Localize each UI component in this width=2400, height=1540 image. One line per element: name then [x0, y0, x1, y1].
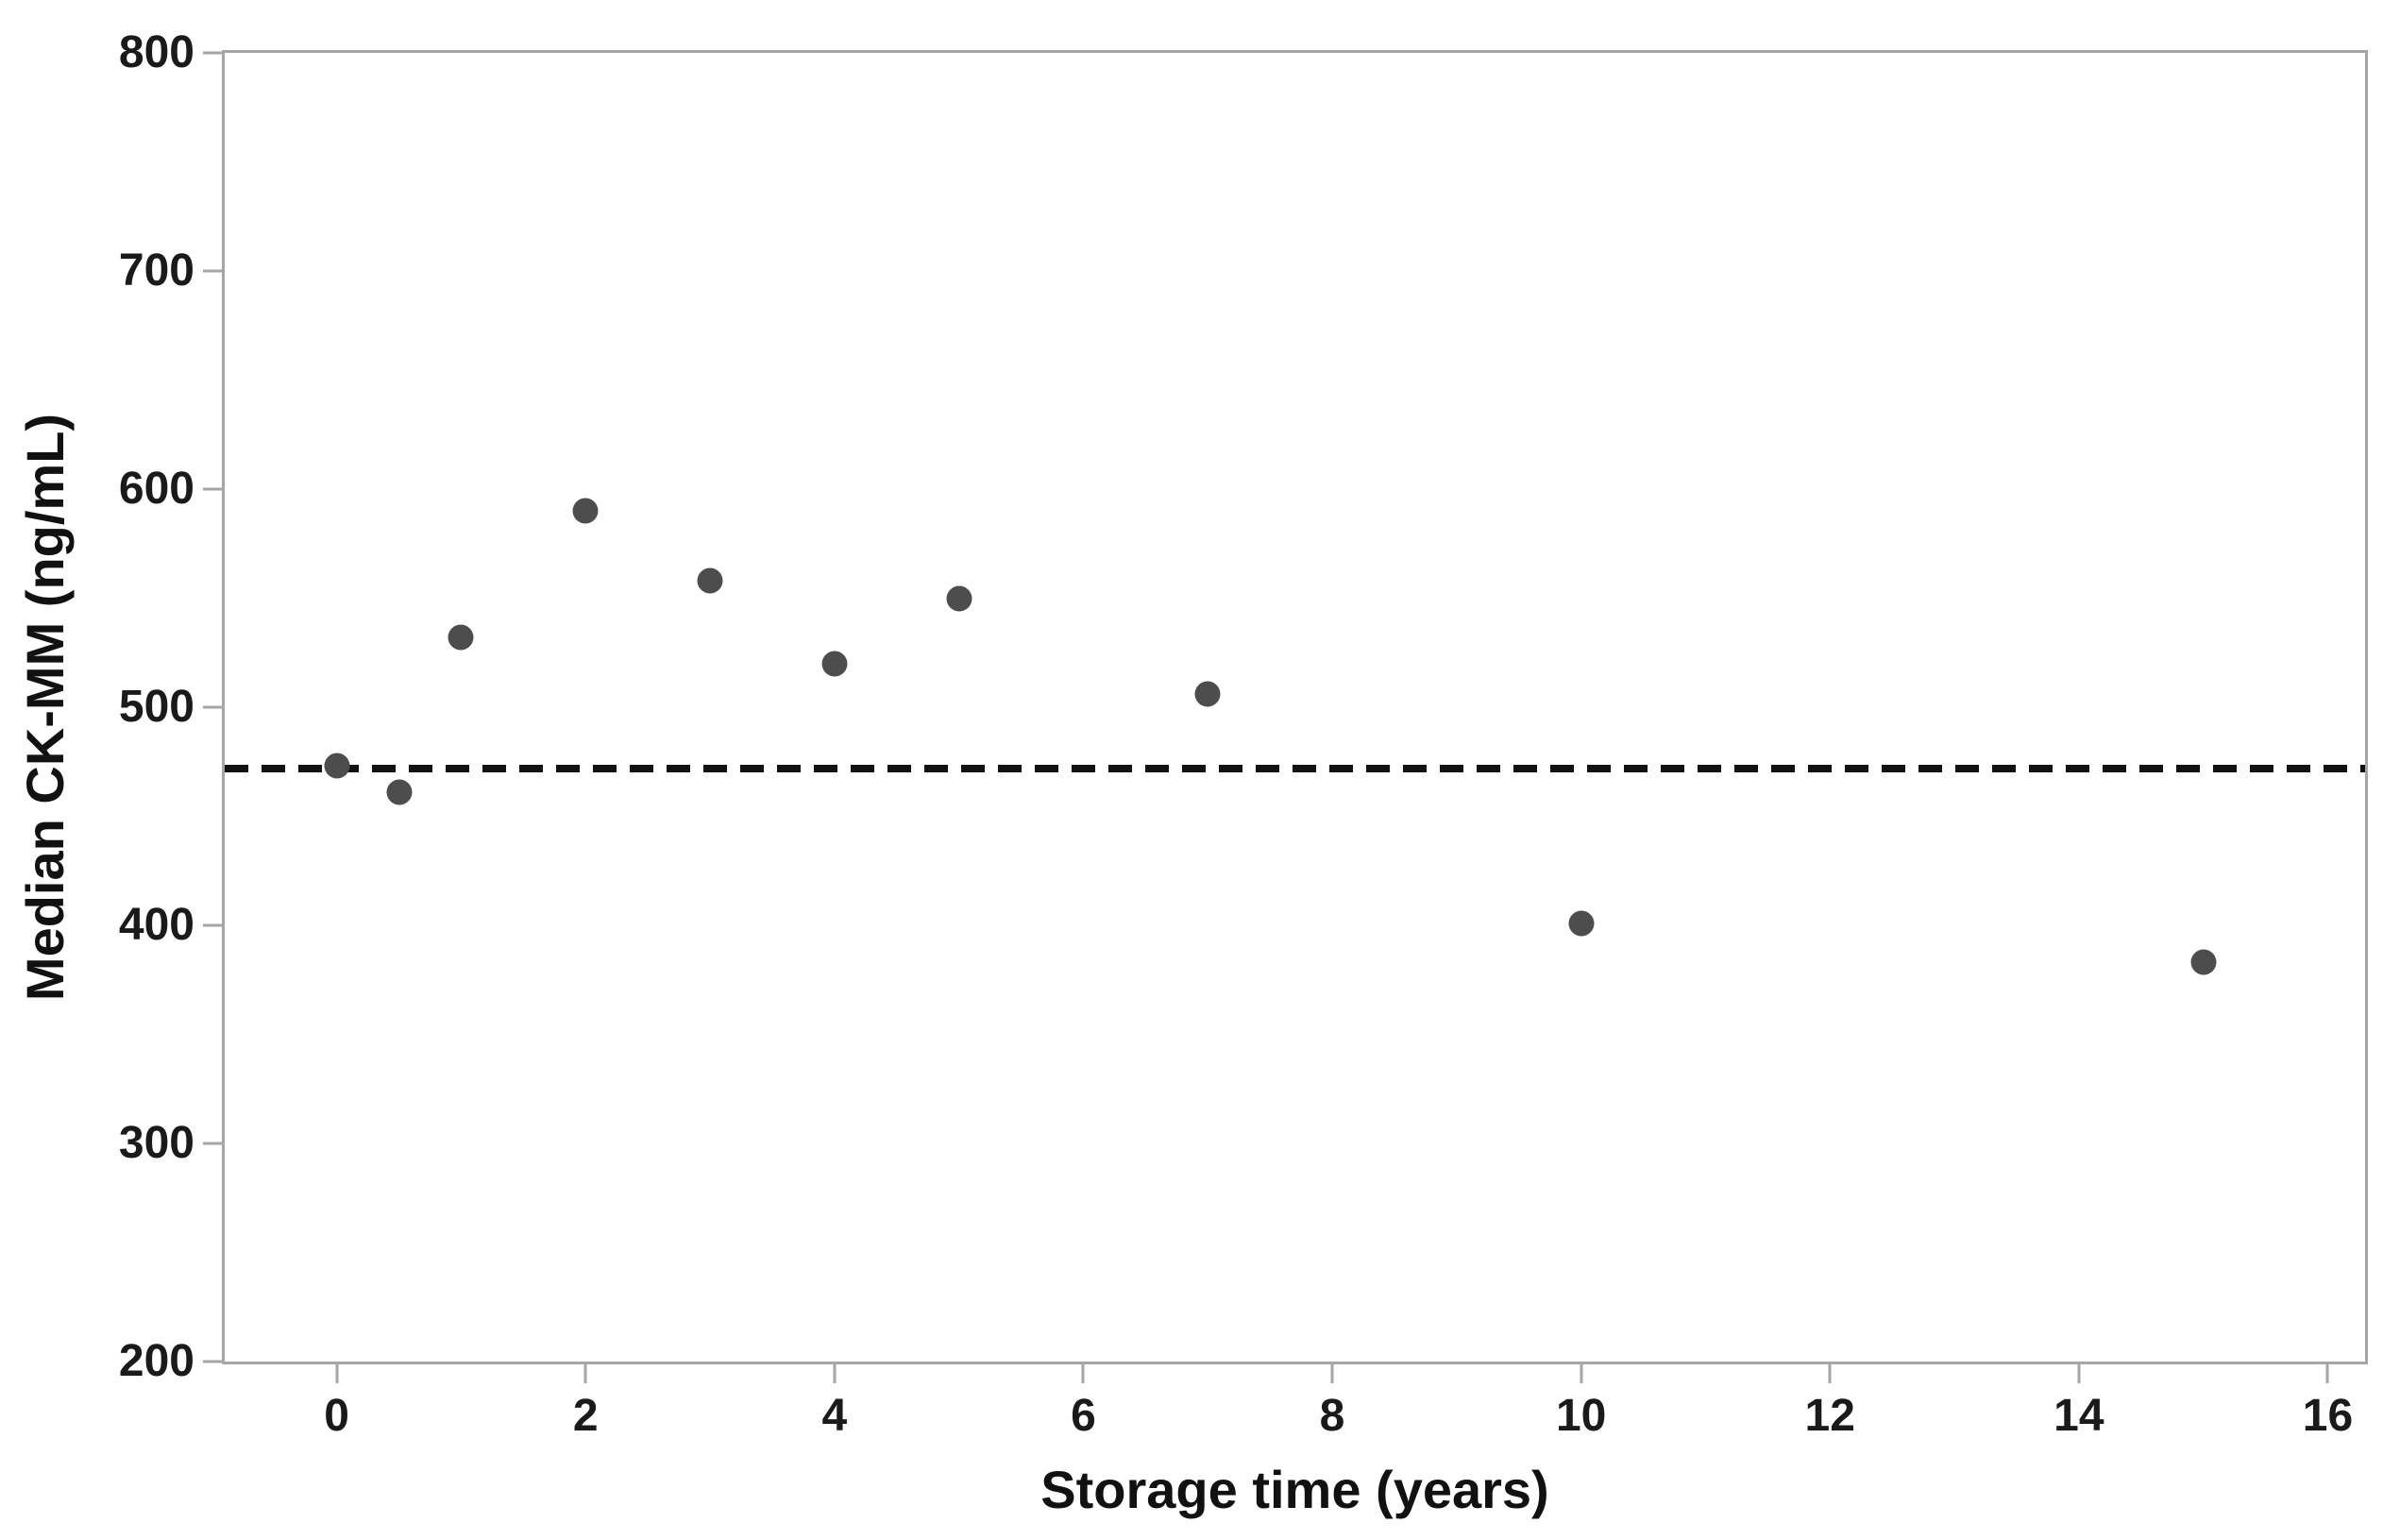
x-tick-mark	[335, 1364, 339, 1383]
x-tick-mark	[1828, 1364, 1832, 1383]
x-tick-label: 0	[324, 1391, 349, 1441]
y-tick-label: 400	[118, 900, 194, 950]
data-point	[821, 651, 848, 677]
y-tick-label: 700	[118, 245, 194, 296]
x-tick-mark	[2077, 1364, 2081, 1383]
data-point	[324, 753, 350, 779]
y-tick-mark	[203, 51, 222, 55]
y-tick-mark	[203, 923, 222, 927]
y-axis-title: Median CK-MM (ng/mL)	[15, 413, 75, 1002]
x-tick-label: 16	[2302, 1391, 2354, 1441]
x-tick-label: 14	[2054, 1391, 2104, 1441]
x-tick-label: 10	[1555, 1391, 1607, 1441]
y-tick-label: 500	[118, 682, 194, 732]
x-tick-mark	[2325, 1364, 2329, 1383]
plot-area: 200 300 400 500 600 700 800 0 2 4 6 8 10 12 14 16	[119, 30, 2368, 1439]
y-tick-mark	[203, 705, 222, 709]
y-tick-label: 600	[118, 464, 194, 514]
x-tick-mark	[833, 1364, 837, 1383]
y-tick-mark	[203, 1142, 222, 1145]
x-tick-label: 6	[1071, 1391, 1096, 1441]
y-tick-mark	[203, 487, 222, 491]
y-tick-label: 200	[118, 1336, 194, 1386]
y-tick-label: 800	[118, 27, 194, 77]
y-tick-mark	[203, 1360, 222, 1363]
x-axis-title: Storage time (years)	[1040, 1460, 1549, 1519]
data-point	[1568, 910, 1595, 937]
data-point	[448, 624, 474, 651]
x-tick-label: 2	[572, 1391, 599, 1441]
y-tick-label: 300	[118, 1118, 194, 1168]
x-tick-mark	[1081, 1364, 1085, 1383]
y-tick-mark	[203, 269, 222, 273]
x-tick-label: 4	[821, 1391, 848, 1441]
x-tick-mark	[1580, 1364, 1583, 1383]
x-tick-label: 8	[1319, 1391, 1345, 1441]
x-tick-mark	[583, 1364, 587, 1383]
data-point	[572, 498, 599, 524]
x-tick-label: 12	[1804, 1391, 1855, 1441]
data-point	[697, 567, 723, 594]
data-point	[1194, 681, 1221, 707]
data-point	[386, 779, 413, 805]
reference-dashed-line	[225, 764, 2365, 772]
x-tick-mark	[1330, 1364, 1334, 1383]
data-point	[2190, 949, 2217, 975]
data-point	[946, 585, 972, 611]
